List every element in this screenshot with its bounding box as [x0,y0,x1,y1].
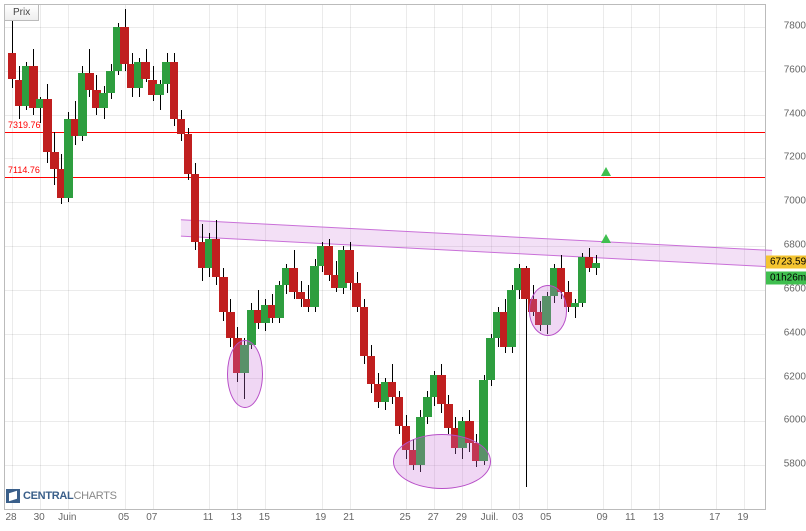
candle-body [141,62,150,80]
price-tag: 01h26m [766,271,806,284]
y-tick-label: 6400 [770,327,806,338]
x-tick-label: 19 [315,512,326,523]
x-tick-label: Juil. [481,512,499,523]
candle-body [212,239,221,276]
candle-body [191,174,200,242]
candle-body [289,268,298,292]
x-tick-label: 05 [540,512,551,523]
x-tick-label: 11 [625,512,635,523]
candle-body [310,266,319,308]
y-tick-label: 7400 [770,108,806,119]
y-tick-label: 7800 [770,20,806,31]
candle-body [345,250,354,283]
x-tick-label: 25 [400,512,411,523]
candle-body [324,246,333,274]
candle-body [360,307,369,355]
y-tick-label: 7600 [770,64,806,75]
y-tick-label: 7000 [770,196,806,207]
x-tick-label: 30 [34,512,45,523]
candle-body [50,152,59,170]
candle-body [184,134,193,173]
candle-body [367,356,376,384]
candle-body [106,71,115,93]
candle-wick [526,266,527,487]
candle-body [395,397,404,425]
candle-body [155,84,164,95]
candle-body [85,73,94,91]
candle-body [571,303,580,307]
x-tick-label: 13 [653,512,664,523]
x-tick-label: 17 [709,512,720,523]
candle-body [120,27,129,64]
x-tick-label: 19 [737,512,748,523]
x-tick-label: 15 [259,512,270,523]
price-button[interactable]: Prix [4,4,39,21]
y-tick-label: 6200 [770,371,806,382]
candle-body [275,285,284,318]
logo-text: CENTRALCHARTS [23,490,117,502]
y-tick-label: 5800 [770,459,806,470]
candle-wick [575,299,576,319]
price-tag: 6723.59 [766,255,806,268]
candle-body [423,397,432,417]
x-tick-label: 27 [428,512,439,523]
candle-body [444,404,453,428]
candle-body [507,290,516,347]
candle-body [296,292,305,299]
candle-body [437,375,446,403]
x-tick-label: 29 [456,512,467,523]
x-tick-label: 11 [203,512,213,523]
x-tick-label: 28 [5,512,16,523]
x-tick-label: 07 [146,512,157,523]
y-tick-label: 6600 [770,283,806,294]
resistance-label: 7114.76 [6,164,42,176]
plot-area[interactable] [4,4,766,510]
candle-body [352,283,361,307]
x-tick-label: Juin [58,512,76,523]
candle-body [8,53,17,79]
candle-body [521,268,530,299]
x-tick-label: 09 [597,512,608,523]
y-tick-label: 6800 [770,240,806,251]
candle-body [219,277,228,312]
x-tick-label: 05 [118,512,129,523]
x-tick-label: 03 [512,512,523,523]
x-tick-label: 21 [343,512,354,523]
candle-body [226,312,235,338]
pattern-ellipse [393,434,491,489]
candle-body [388,382,397,397]
pattern-ellipse [227,340,263,408]
y-tick-label: 7200 [770,152,806,163]
candle-body [177,119,186,134]
candle-body [43,99,52,152]
arrow-up-icon [601,234,611,243]
candle-body [486,338,495,380]
pattern-ellipse [529,285,568,335]
arrow-up-icon [601,167,611,176]
trend-channel [5,5,765,509]
candle-body [592,263,601,268]
candle-body [99,93,108,108]
logo: CENTRALCHARTS [6,489,117,503]
candle-body [170,62,179,119]
x-tick-label: 13 [231,512,242,523]
resistance-label: 7319.76 [6,119,43,131]
logo-icon [6,489,20,503]
y-tick-label: 6000 [770,415,806,426]
